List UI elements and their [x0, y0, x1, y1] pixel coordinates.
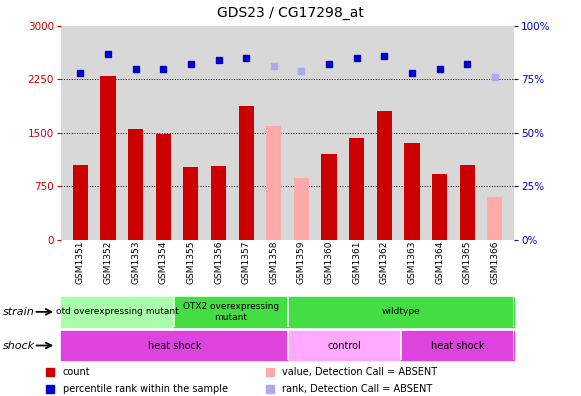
Bar: [211, 166, 226, 240]
Text: percentile rank within the sample: percentile rank within the sample: [63, 384, 228, 394]
Text: heat shock: heat shock: [148, 341, 201, 350]
Bar: [321, 154, 336, 240]
Text: wildtype: wildtype: [382, 307, 420, 316]
Text: count: count: [63, 367, 90, 377]
Bar: [349, 138, 364, 240]
Bar: [101, 76, 116, 240]
Bar: [401, 331, 514, 360]
Bar: [128, 129, 143, 240]
Bar: [266, 126, 281, 240]
Bar: [487, 197, 503, 240]
Text: otd overexpressing mutant: otd overexpressing mutant: [56, 307, 179, 316]
Text: rank, Detection Call = ABSENT: rank, Detection Call = ABSENT: [282, 384, 432, 394]
Text: value, Detection Call = ABSENT: value, Detection Call = ABSENT: [282, 367, 437, 377]
Bar: [432, 174, 447, 240]
Bar: [288, 297, 514, 327]
Text: shock: shock: [3, 341, 35, 350]
Text: control: control: [327, 341, 361, 350]
Text: OTX2 overexpressing
mutant: OTX2 overexpressing mutant: [183, 302, 279, 322]
Bar: [288, 331, 401, 360]
Bar: [73, 165, 88, 240]
Bar: [460, 165, 475, 240]
Bar: [376, 111, 392, 240]
Text: GDS23 / CG17298_at: GDS23 / CG17298_at: [217, 6, 364, 20]
Bar: [239, 106, 254, 240]
Bar: [61, 331, 288, 360]
Bar: [294, 177, 309, 240]
Bar: [61, 297, 174, 327]
Bar: [156, 134, 171, 240]
Bar: [183, 167, 199, 240]
Text: heat shock: heat shock: [431, 341, 485, 350]
Bar: [174, 297, 288, 327]
Bar: [404, 143, 419, 240]
Text: strain: strain: [3, 307, 35, 317]
